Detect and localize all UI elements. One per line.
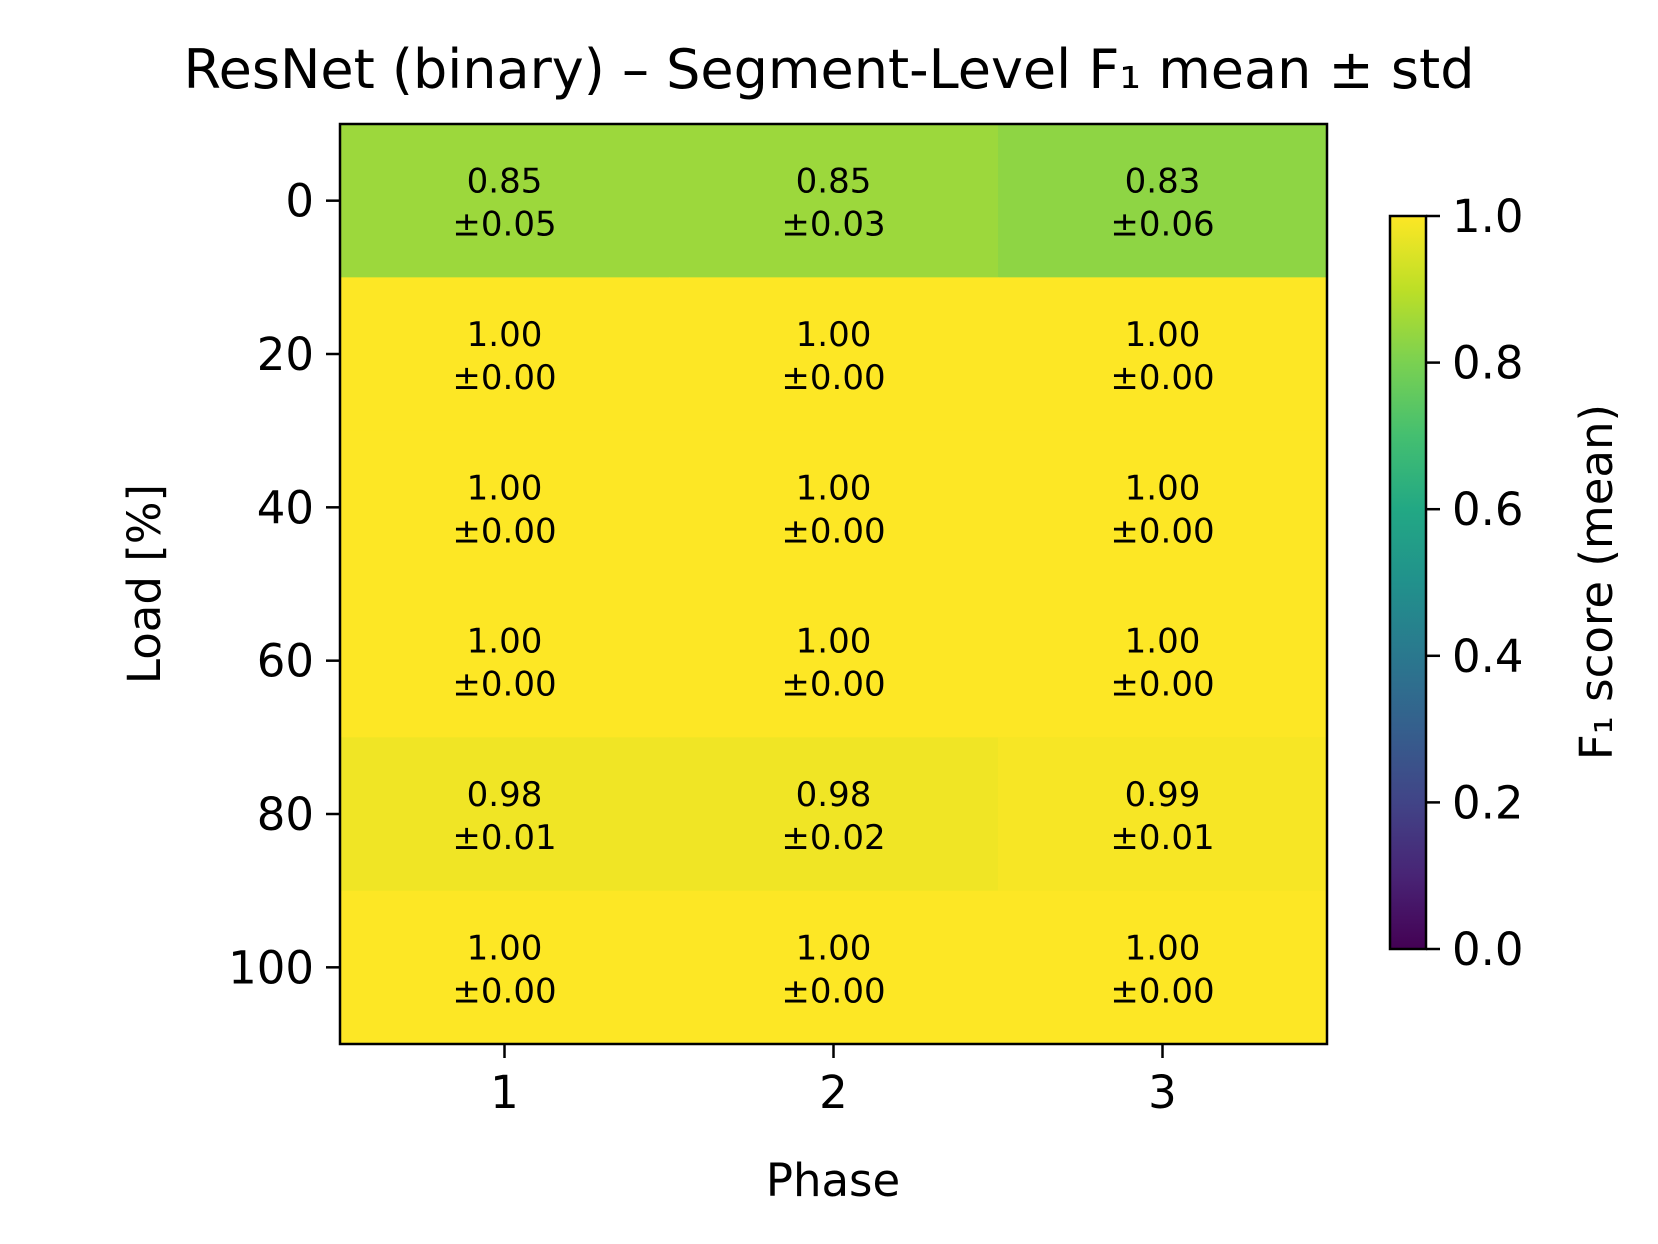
y-tick-label: 80 (257, 788, 314, 841)
cell-mean-label: 1.00 (796, 315, 872, 355)
heatmap-cell (669, 124, 999, 278)
cell-std-label: ±0.00 (452, 971, 556, 1011)
cell-mean-label: 0.98 (467, 775, 543, 815)
chart-title: ResNet (binary) – Segment-Level F₁ mean … (184, 38, 1475, 101)
colorbar (1388, 214, 1428, 951)
cell-std-label: ±0.06 (1110, 205, 1214, 245)
cell-mean-label: 1.00 (1125, 622, 1201, 662)
heatmap-cells (340, 124, 1328, 1045)
heatmap-cell (340, 584, 670, 738)
colorbar-label: F₁ score (mean) (1570, 404, 1623, 760)
cell-mean-label: 0.85 (796, 162, 872, 202)
cell-mean-label: 1.00 (796, 622, 872, 662)
cell-mean-label: 0.99 (1125, 775, 1201, 815)
y-tick-label: 20 (257, 328, 314, 381)
heatmap-cell (669, 737, 999, 892)
cell-mean-label: 1.00 (796, 468, 872, 508)
cell-mean-label: 1.00 (467, 315, 543, 355)
heatmap-cell (340, 890, 670, 1045)
x-tick-label: 2 (819, 1066, 848, 1119)
cell-std-label: ±0.00 (452, 665, 556, 705)
heatmap-cell (998, 584, 1328, 738)
heatmap-cell (669, 277, 999, 432)
cell-std-label: ±0.00 (1110, 665, 1214, 705)
heatmap-cell (340, 277, 670, 432)
colorbar-tick-label: 0.0 (1452, 923, 1524, 976)
cell-mean-label: 1.00 (467, 622, 543, 662)
cell-mean-label: 0.98 (796, 775, 872, 815)
colorbar-tick-label: 0.2 (1452, 776, 1524, 829)
cell-std-label: ±0.02 (781, 818, 885, 858)
heatmap-cell-labels: 0.85±0.050.85±0.030.83±0.061.00±0.001.00… (452, 162, 1214, 1012)
cell-mean-label: 1.00 (467, 468, 543, 508)
heatmap-cell (340, 737, 670, 892)
colorbar-tick-label: 0.4 (1452, 630, 1524, 683)
cell-std-label: ±0.01 (452, 818, 556, 858)
cell-mean-label: 1.00 (467, 928, 543, 968)
x-axis-ticks: 1 2 3 (490, 1044, 1177, 1119)
heatmap-cell (669, 430, 999, 585)
heatmap-cell (669, 584, 999, 738)
heatmap-cell (669, 890, 999, 1045)
heatmap-cell (998, 890, 1328, 1045)
x-tick-label: 1 (490, 1066, 519, 1119)
y-tick-label: 40 (257, 481, 314, 534)
cell-std-label: ±0.00 (781, 971, 885, 1011)
heatmap-cell (340, 430, 670, 585)
y-tick-label: 100 (228, 941, 314, 994)
x-tick-label: 3 (1148, 1066, 1177, 1119)
colorbar-tick-label: 0.6 (1452, 483, 1524, 536)
heatmap-cell (998, 737, 1328, 892)
heatmap-cell (998, 430, 1328, 585)
cell-std-label: ±0.00 (452, 358, 556, 398)
colorbar-ticks: 0.0 0.2 0.4 0.6 0.8 1.0 (1426, 190, 1524, 976)
cell-std-label: ±0.00 (781, 665, 885, 705)
y-tick-label: 60 (257, 635, 314, 688)
cell-std-label: ±0.00 (1110, 511, 1214, 551)
y-axis-ticks: 0 20 40 60 80 100 (228, 175, 340, 994)
cell-std-label: ±0.01 (1110, 818, 1214, 858)
cell-std-label: ±0.00 (1110, 358, 1214, 398)
cell-mean-label: 1.00 (796, 928, 872, 968)
cell-std-label: ±0.00 (1110, 971, 1214, 1011)
cell-std-label: ±0.00 (452, 511, 556, 551)
y-tick-label: 0 (285, 175, 314, 228)
heatmap-cell (340, 124, 670, 278)
x-axis-label: Phase (766, 1154, 900, 1207)
cell-mean-label: 1.00 (1125, 468, 1201, 508)
colorbar-tick-label: 0.8 (1452, 337, 1524, 390)
cell-mean-label: 1.00 (1125, 928, 1201, 968)
colorbar-tick-label: 1.0 (1452, 190, 1524, 243)
y-axis-label: Load [%] (118, 484, 171, 684)
cell-mean-label: 0.83 (1125, 162, 1201, 202)
cell-mean-label: 1.00 (1125, 315, 1201, 355)
cell-std-label: ±0.00 (781, 511, 885, 551)
heatmap-cell (998, 124, 1328, 278)
cell-std-label: ±0.05 (452, 205, 556, 245)
cell-mean-label: 0.85 (467, 162, 543, 202)
cell-std-label: ±0.03 (781, 205, 885, 245)
heatmap-cell (998, 277, 1328, 432)
cell-std-label: ±0.00 (781, 358, 885, 398)
